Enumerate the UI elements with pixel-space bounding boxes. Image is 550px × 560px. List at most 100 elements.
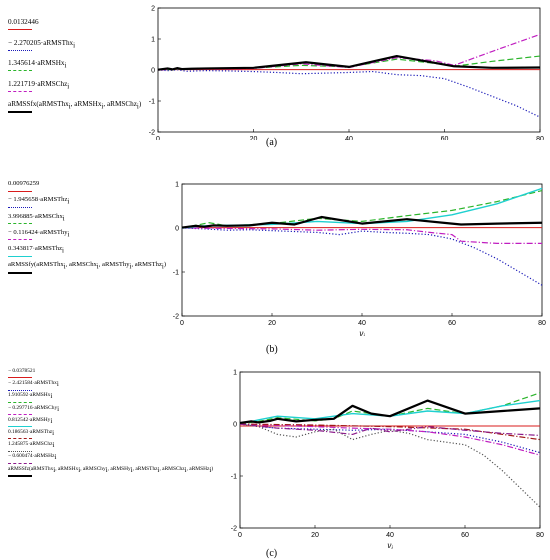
legend-expression-part: , aRMSChz [159,465,185,472]
legend-swatch [8,223,32,225]
legend-swatch [8,206,32,208]
legend-subscript: i [157,465,160,474]
legend-expression-part: , aRMSChx [65,261,97,269]
legend-swatch [8,70,32,72]
legend-swatch [8,426,32,428]
legend-expression: − 0.600474·aRMSHzi [8,453,56,461]
caption-b: (b) [266,344,278,355]
legend-subscript: i [54,453,57,462]
series-line-4 [239,423,541,456]
legend-expression-part: aRMSSfy(aRMSThx [8,261,64,269]
legend-expression: − 2.421584·aRMSThxi [8,380,59,388]
legend-swatch [8,389,32,391]
x-tick-label: 60 [441,136,449,140]
legend-subscript: i [209,465,212,474]
legend-expression-part: 0.0132446 [8,18,39,26]
legend-subscript: i [62,246,64,255]
legend-expression: 1.221719·aRMSChzi [8,80,69,90]
legend-subscript: i [52,441,55,450]
legend-expression-part: − 2.270205·aRMSThx [8,38,74,47]
legend-swatch [8,49,32,51]
legend-subscript: i [68,102,71,111]
legend-expression-part: 0.00976259 [8,180,40,187]
legend-expression-part: 3.996885·aRMSChx [8,212,63,220]
caption-a: (a) [266,137,278,148]
legend-subscript: i [105,465,108,474]
x-tick-label: 40 [358,320,366,327]
plot-frame [239,371,541,529]
panel-a: 0.0132446− 2.270205·aRMSThxi 1.345614·aRM… [0,0,550,152]
legend-expression-part: − 1.945658·aRMSThz [8,196,68,204]
series-line-6 [239,423,541,441]
legend-expression-part: aRMSSfx(aRMSThx [8,100,69,108]
legend-swatch [8,474,32,477]
y-tick-label: -1 [149,99,155,106]
legend-expression-part: , aRMSThz [131,261,162,269]
legend-subscript: i [101,102,104,111]
series-line-5 [181,187,543,229]
legend-expression-part: 0.812542·aRMSHy [8,416,51,423]
series-line-8 [239,423,541,437]
y-tick-label: -2 [231,526,237,533]
legend-expression-part: − 0.297716·aRMSChy [8,404,58,411]
legend-subscript: i [78,465,81,474]
legend-swatch [8,413,32,415]
legend-swatch [8,90,32,92]
legend-swatch [8,29,32,31]
legend-expression: 0.812542·aRMSHyi [8,417,52,425]
x-tick-label: 80 [538,320,546,327]
series-line-2 [157,69,541,118]
y-tick-label: 0 [233,422,237,429]
y-tick-label: 0 [151,68,155,75]
legend-expression: aRMSSfz(aRMSThxi, aRMSHxi, aRMSChyi, aRM… [8,466,213,474]
legend-expression-part: , aRMSThz [132,465,158,472]
series-line-4 [181,227,542,245]
x-tick-label: 60 [461,532,469,539]
legend-expression: 1.345614·aRMSHxi [8,59,66,69]
panel-c: − 0.0378521− 2.421584·aRMSThxi 1.910592·a… [0,364,550,560]
series-line-9 [239,399,541,425]
x-tick-label: 20 [311,532,319,539]
series-line-5 [239,399,541,425]
legend-subscript: i [53,465,56,474]
series-line-7 [239,423,541,508]
chart-b: 0 20 40 60 80 -2 -1 0 1 νi [173,182,546,337]
legend-expression: aRMSSfx(aRMSThxi, aRMSHxi, aRMSChzi) [8,100,141,110]
legend-subscript: i [96,262,99,271]
legend-subscript: i [67,197,70,206]
legend-subscript: i [129,262,132,271]
y-tick-label: 0 [175,226,179,233]
series-line-4 [157,33,541,71]
y-tick-label: -2 [149,130,155,137]
y-tick-label: -1 [173,270,179,277]
legend-subscript: i [50,392,53,401]
legend-swatch [8,272,32,275]
legend-subscript: i [64,61,67,70]
legend-expression-part: ) [163,261,167,269]
legend-subscript: i [57,404,60,413]
series-line-2 [239,423,541,454]
legend-expression: 1.245875·aRMSChzi [8,441,54,449]
legend-expression-part: ) [211,465,214,472]
legend-subscript: i [161,262,164,271]
series-line-3 [239,392,541,425]
legend-expression: − 0.297716·aRMSChyi [8,405,59,413]
legend-subscript: i [130,465,133,474]
legend-expression-part: 1.345614·aRMSHx [8,59,65,67]
x-tick-label: 80 [536,136,544,140]
legend-swatch [8,462,32,464]
legend-expression-part: 1.221719·aRMSChz [8,79,68,88]
legend-expression-part: , aRMSHz [186,465,210,472]
legend-expression: 0.0132446 [8,18,39,26]
legend-expression: 3.996885·aRMSChxi [8,213,65,222]
x-tick-label: 40 [345,136,353,140]
series-line-5 [157,54,541,71]
legend-subscript: i [62,213,65,222]
y-tick-label: -1 [231,474,237,481]
legend-expression: aRMSSfy(aRMSThxi, aRMSChxi, aRMSThyi, aR… [8,261,166,270]
x-tick-label: 0 [180,320,184,327]
legend-swatch [8,111,32,114]
legend-swatch [8,377,32,379]
legend-subscript: i [136,102,139,111]
legend-expression-part: , aRMSThy [98,261,130,269]
